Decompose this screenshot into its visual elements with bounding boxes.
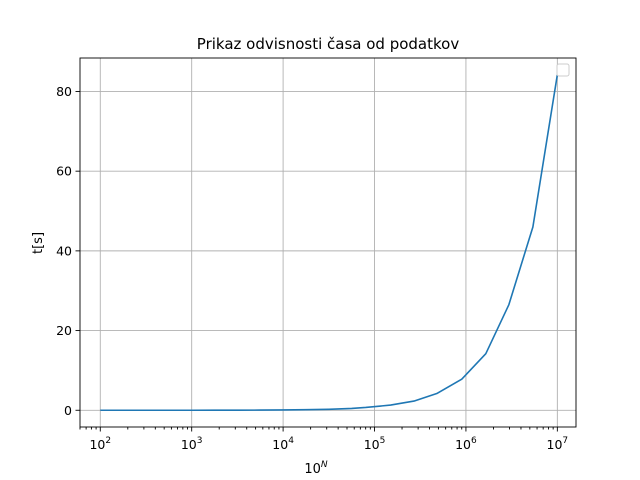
y-tick-label: 60 bbox=[56, 164, 72, 179]
y-tick-label: 40 bbox=[56, 243, 72, 258]
plot-area bbox=[80, 58, 576, 427]
y-axis-label: t[s] bbox=[31, 232, 46, 254]
legend-box bbox=[557, 64, 569, 76]
y-tick-label: 80 bbox=[56, 84, 72, 99]
y-tick-label: 20 bbox=[56, 323, 72, 338]
chart-title: Prikaz odvisnosti časa od podatkov bbox=[197, 35, 460, 53]
y-tick-label: 0 bbox=[64, 403, 72, 418]
